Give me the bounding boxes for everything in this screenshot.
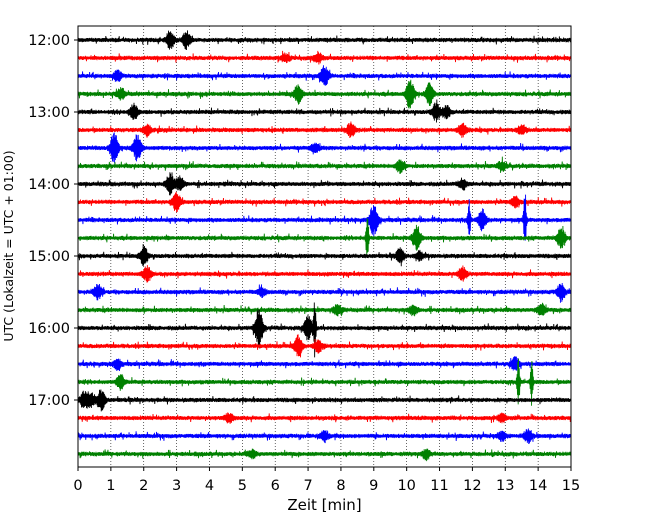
- plot-frame: [77, 25, 572, 468]
- trace-1445: [77, 218, 572, 256]
- x-tick-label: 10: [397, 478, 415, 494]
- seismogram-traces: [77, 30, 572, 462]
- trace-1330: [77, 132, 572, 164]
- trace-1315: [77, 121, 572, 139]
- y-tick-label: 15:00: [28, 249, 70, 265]
- x-tick-label: 5: [238, 478, 247, 494]
- x-tick-label: 12: [463, 478, 481, 494]
- x-axis-ticks: 0 1 2 3 4 5 6 7 8 9 10 11 12 13 14 15: [73, 467, 580, 494]
- x-tick-label: 11: [430, 478, 448, 494]
- x-tick-label: 0: [73, 478, 82, 494]
- x-tick-label: 6: [271, 478, 280, 494]
- x-tick-label: 13: [496, 478, 514, 494]
- trace-1200: [77, 30, 572, 50]
- trace-1300: [77, 99, 572, 123]
- trace-1730: [77, 428, 572, 445]
- trace-1700: [77, 389, 572, 412]
- trace-1745: [77, 448, 572, 462]
- trace-1530: [77, 283, 572, 303]
- x-tick-label: 15: [562, 478, 580, 494]
- y-axis-label: UTC (Lokalzeit = UTC + 01:00): [1, 150, 16, 341]
- trace-1545: [77, 302, 572, 317]
- trace-1430: [77, 194, 572, 241]
- trace-1415: [77, 191, 572, 213]
- x-tick-label: 14: [529, 478, 547, 494]
- trace-1345: [77, 156, 572, 174]
- trace-1230: [77, 65, 572, 86]
- x-tick-label: 7: [303, 478, 312, 494]
- trace-1245: [77, 79, 572, 109]
- x-tick-label: 1: [106, 478, 115, 494]
- x-tick-label: 4: [205, 478, 214, 494]
- x-tick-label: 9: [369, 478, 378, 494]
- y-tick-label: 13:00: [28, 105, 70, 121]
- trace-1600: [77, 302, 572, 358]
- x-tick-label: 8: [336, 478, 345, 494]
- y-tick-label: 14:00: [28, 177, 70, 193]
- x-tick-label: 3: [172, 478, 181, 494]
- y-tick-label: 17:00: [28, 393, 70, 409]
- x-tick-label: 2: [139, 478, 148, 494]
- trace-1615: [77, 334, 572, 358]
- y-tick-label: 16:00: [28, 321, 70, 337]
- trace-1630: [77, 355, 572, 371]
- trace-1500: [77, 244, 572, 267]
- trace-1215: [77, 50, 572, 65]
- x-axis-label: Zeit [min]: [287, 496, 361, 514]
- trace-1515: [77, 265, 572, 283]
- y-tick-label: 12:00: [28, 33, 70, 49]
- y-axis-ticks: 12:00 13:00 14:00 15:00 16:00 17:00: [28, 33, 78, 409]
- trace-1715: [77, 412, 572, 424]
- trace-1400: [77, 172, 572, 196]
- trace-1645: [77, 358, 572, 406]
